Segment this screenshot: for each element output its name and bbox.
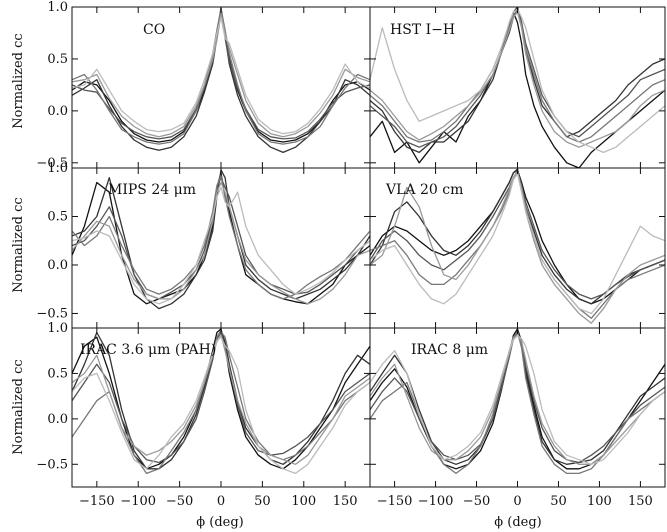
series-line-4 [72,8,370,145]
panel-grid: 1.0 0.5 0.0 −0.5 CO HST I−H 1.0 0.5 0.0 −0.5 MIPS … [36,0,666,509]
panel-frame [71,6,371,169]
chart-panel-3: 1.0 0.5 0.0 −0.5 MIPS 24 μm [36,161,371,329]
series-group [72,7,370,154]
x-tick-label: −100 [120,494,156,509]
y-tick-label: −0.5 [36,156,68,171]
x-tick-label: 150 [333,494,358,509]
panel-title: IRAC 3.6 μm (PAH) [80,342,216,358]
y-tick-label: 1.0 [47,0,68,15]
chart-panel-6: −150 −100 −50 0 50 100 150 IRAC 8 μm [369,327,666,509]
y-tick-label: 1.0 [47,161,68,176]
x-tick-label: −150 [79,494,115,509]
x-tick-label: 0 [513,494,521,509]
y-tick-label: 0.0 [47,412,68,427]
x-tick-label: 150 [628,494,653,509]
y-tick-label: 0.5 [47,52,68,67]
panel-title: IRAC 8 μm [411,342,488,358]
x-tick-label: 50 [254,494,271,509]
chart-panel-4: VLA 20 cm [369,167,666,329]
series-line-6 [72,336,370,475]
x-tick-label: 50 [550,494,567,509]
panel-title: VLA 20 cm [385,182,463,198]
panel-title: HST I−H [390,22,455,38]
series-line-6 [72,186,370,305]
y-axis-title-row-2: Normalized cc [11,197,26,292]
y-tick-label: 0.0 [47,258,68,273]
x-tick-label: −100 [418,494,454,509]
x-tick-label: 100 [587,494,612,509]
x-axis-title-left: ϕ (deg) [196,515,243,530]
y-tick-label: 0.0 [47,104,68,119]
series-line-5 [72,181,370,305]
x-tick-label: −50 [166,494,193,509]
y-tick-label: 1.0 [47,321,68,336]
series-line-2 [72,11,370,154]
panel-title: MIPS 24 μm [108,182,196,198]
series-line-5 [72,334,370,465]
series-line-6 [370,334,665,465]
x-tick-label: 0 [217,494,225,509]
y-tick-label: 0.5 [47,366,68,381]
y-tick-label: 0.5 [47,209,68,224]
series-line-5 [72,13,370,138]
y-axis-title-row-3: Normalized cc [11,359,26,454]
series-line-2 [370,7,665,154]
chart-panel-5: 1.0 0.5 0.0 −0.5 −150 −100 −50 0 50 100 150 IRAC 3.… [36,321,371,509]
series-line-4 [72,175,370,300]
chart-panel-2: HST I−H [369,6,666,169]
series-line-6 [72,16,370,135]
x-tick-label: 100 [291,494,316,509]
chart-panel-1: 1.0 0.5 0.0 −0.5 CO [36,0,371,171]
x-tick-label: −150 [377,494,413,509]
x-axis-title-right: ϕ (deg) [494,515,541,530]
y-axis-title-row-1: Normalized cc [11,33,26,128]
panel-title: CO [143,22,165,38]
series-line-1 [370,11,665,168]
y-tick-label: −0.5 [36,306,68,321]
x-tick-label: −50 [463,494,490,509]
y-tick-label: −0.5 [36,457,68,472]
series-line-3 [72,9,370,140]
